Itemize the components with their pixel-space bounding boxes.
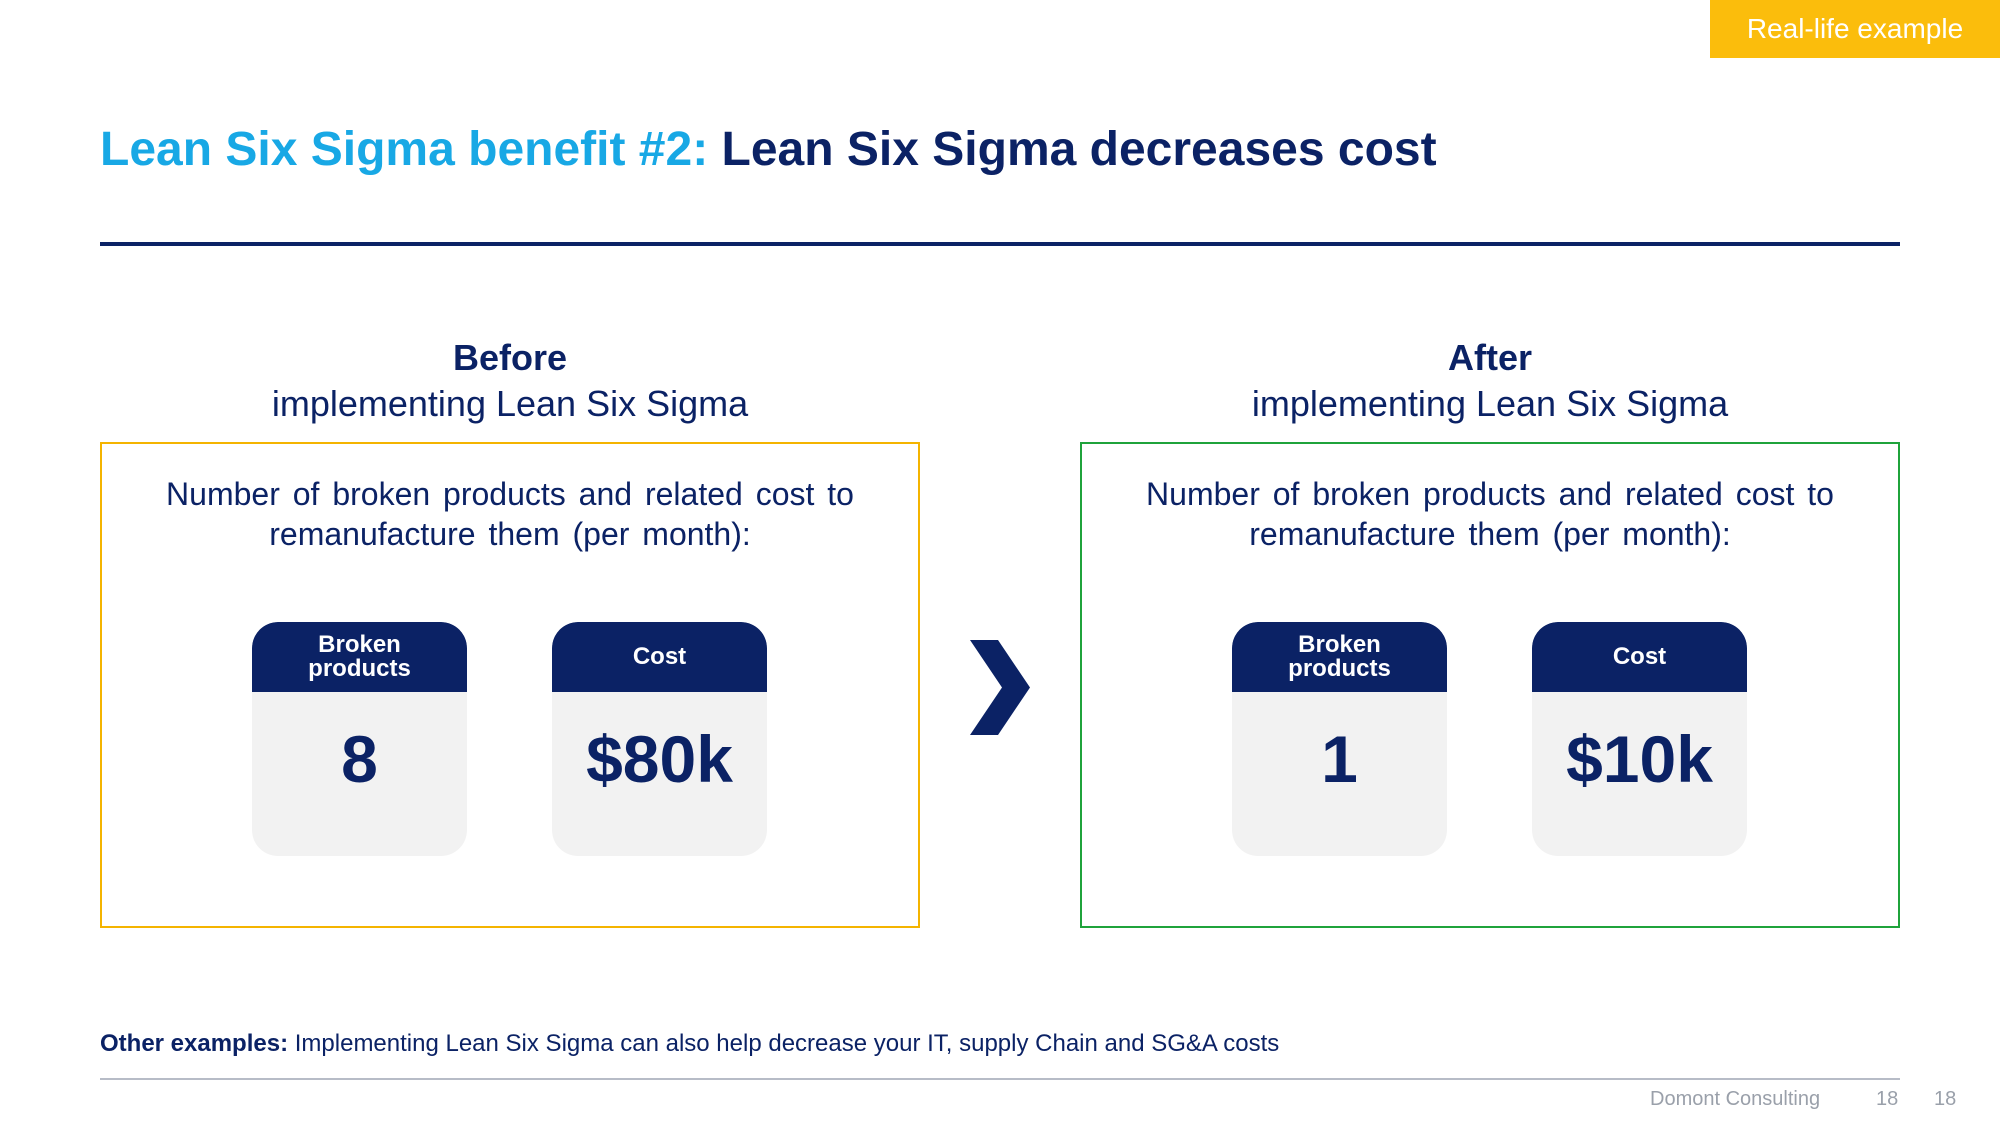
card-label: Broken products — [1232, 622, 1447, 692]
title-prefix: Lean Six Sigma benefit #2: — [100, 123, 709, 176]
before-heading-title: Before — [452, 337, 568, 378]
after-heading-title: After — [1447, 337, 1532, 378]
before-description: Number of broken products and related co… — [166, 476, 854, 552]
slide-title: Lean Six Sigma benefit #2: Lean Six Sigm… — [100, 122, 1437, 177]
footer-divider — [100, 1078, 1900, 1080]
title-main: Lean Six Sigma decreases cost — [721, 123, 1437, 176]
other-examples-note: Other examples: Implementing Lean Six Si… — [100, 1030, 1279, 1058]
after-cost-card: Cost $10k — [1532, 622, 1747, 856]
card-value: $10k — [1566, 722, 1713, 796]
after-heading-subtitle: implementing Lean Six Sigma — [1251, 383, 1729, 424]
before-panel: Number of broken products and related co… — [100, 442, 920, 928]
after-heading: After implementing Lean Six Sigma — [1140, 336, 1840, 428]
after-broken-products-card: Broken products 1 — [1232, 622, 1447, 856]
after-description: Number of broken products and related co… — [1146, 476, 1834, 552]
other-examples-text: Implementing Lean Six Sigma can also hel… — [294, 1030, 1280, 1057]
before-cost-card: Cost $80k — [552, 622, 767, 856]
card-label: Cost — [552, 622, 767, 692]
card-label: Cost — [1532, 622, 1747, 692]
footer-page-number: 18 — [1876, 1088, 1899, 1110]
before-heading-subtitle: implementing Lean Six Sigma — [271, 383, 749, 424]
before-heading: Before implementing Lean Six Sigma — [160, 336, 860, 428]
other-examples-lead: Other examples: — [100, 1030, 289, 1057]
after-panel: Number of broken products and related co… — [1080, 442, 1900, 928]
card-value: 8 — [341, 722, 378, 796]
real-life-example-badge: Real-life example — [1710, 0, 2000, 58]
card-value: 1 — [1321, 722, 1358, 796]
card-value: $80k — [586, 722, 733, 796]
chevron-right-icon — [970, 640, 1030, 735]
card-label: Broken products — [252, 622, 467, 692]
footer-company: Domont Consulting — [1650, 1088, 1821, 1110]
badge-label: Real-life example — [1746, 13, 1964, 44]
footer-slide-number: 18 — [1934, 1088, 1957, 1110]
title-divider — [100, 242, 1900, 246]
before-broken-products-card: Broken products 8 — [252, 622, 467, 856]
